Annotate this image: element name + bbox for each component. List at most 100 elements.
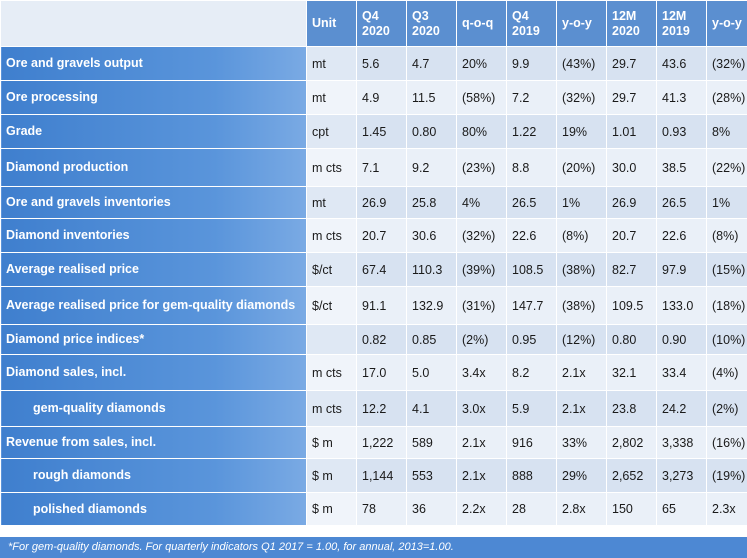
value-cell: 1.22 bbox=[506, 114, 557, 149]
value-cell: (32%) bbox=[456, 218, 507, 253]
value-cell: 91.1 bbox=[356, 286, 407, 325]
column-header: Q4 2019 bbox=[506, 0, 557, 47]
value-cell: 30.6 bbox=[406, 218, 457, 253]
value-cell: 133.0 bbox=[656, 286, 707, 325]
value-cell: 38.5 bbox=[656, 148, 707, 187]
value-cell: (31%) bbox=[456, 286, 507, 325]
value-cell: 2.1x bbox=[456, 426, 507, 459]
value-cell: 9.9 bbox=[506, 46, 557, 81]
row-label: Diamond inventories bbox=[0, 218, 307, 253]
unit-cell: cpt bbox=[306, 114, 357, 149]
table-row: Revenue from sales, incl. $ m 1,222 589 2.1x… bbox=[0, 426, 747, 459]
value-cell: 3,338 bbox=[656, 426, 707, 459]
value-cell: 916 bbox=[506, 426, 557, 459]
value-cell: (12%) bbox=[556, 324, 607, 355]
table-row: Diamond price indices* 0.82 0.85 (2%) 0.95 (1… bbox=[0, 324, 747, 355]
unit-cell: mt bbox=[306, 80, 357, 115]
value-cell: 78 bbox=[356, 492, 407, 526]
row-label: Diamond production bbox=[0, 148, 307, 187]
value-cell: (16%) bbox=[706, 426, 747, 459]
table-row: gem-quality diamonds m cts 12.2 4.1 3.0x 5.9 2… bbox=[0, 390, 747, 427]
row-label: Diamond sales, incl. bbox=[0, 354, 307, 391]
table-row: rough diamonds $ m 1,144 553 2.1x 888 29% 2,652… bbox=[0, 458, 747, 493]
value-cell: 0.95 bbox=[506, 324, 557, 355]
value-cell: 23.8 bbox=[606, 390, 657, 427]
row-label: Grade bbox=[0, 114, 307, 149]
value-cell: (18%) bbox=[706, 286, 747, 325]
value-cell: 43.6 bbox=[656, 46, 707, 81]
value-cell: 132.9 bbox=[406, 286, 457, 325]
value-cell: 82.7 bbox=[606, 252, 657, 287]
column-header: Unit bbox=[306, 0, 357, 47]
table-row: Diamond sales, incl. m cts 17.0 5.0 3.4x 8.2 2… bbox=[0, 354, 747, 391]
value-cell: (2%) bbox=[706, 390, 747, 427]
header-corner-cell bbox=[0, 0, 307, 47]
value-cell: 33.4 bbox=[656, 354, 707, 391]
value-cell: (23%) bbox=[456, 148, 507, 187]
value-cell: (20%) bbox=[556, 148, 607, 187]
row-sublabel: gem-quality diamonds bbox=[0, 390, 307, 427]
value-cell: (8%) bbox=[706, 218, 747, 253]
value-cell: 26.9 bbox=[606, 186, 657, 219]
table-row: Average realised price $/ct 67.4 110.3 (39%)… bbox=[0, 252, 747, 287]
unit-cell: $ m bbox=[306, 426, 357, 459]
value-cell: (19%) bbox=[706, 458, 747, 493]
unit-cell: $ m bbox=[306, 492, 357, 526]
value-cell: 1.45 bbox=[356, 114, 407, 149]
value-cell: 0.80 bbox=[606, 324, 657, 355]
row-label: Ore and gravels inventories bbox=[0, 186, 307, 219]
value-cell: (22%) bbox=[706, 148, 747, 187]
table-row: Diamond inventories m cts 20.7 30.6 (32%) 22.… bbox=[0, 218, 747, 253]
value-cell: 20% bbox=[456, 46, 507, 81]
value-cell: 2.8x bbox=[556, 492, 607, 526]
value-cell: 9.2 bbox=[406, 148, 457, 187]
value-cell: 0.82 bbox=[356, 324, 407, 355]
value-cell: 12.2 bbox=[356, 390, 407, 427]
row-label: Ore processing bbox=[0, 80, 307, 115]
value-cell: 2,802 bbox=[606, 426, 657, 459]
table-row: Grade cpt 1.45 0.80 80% 1.22 19% 1.01 0.93 8% bbox=[0, 114, 747, 149]
unit-cell: mt bbox=[306, 186, 357, 219]
value-cell: 1.01 bbox=[606, 114, 657, 149]
value-cell: 29.7 bbox=[606, 80, 657, 115]
table-row: Ore processing mt 4.9 11.5 (58%) 7.2 (32%) 29.7… bbox=[0, 80, 747, 115]
value-cell: 5.0 bbox=[406, 354, 457, 391]
value-cell: 26.5 bbox=[506, 186, 557, 219]
value-cell: 5.9 bbox=[506, 390, 557, 427]
row-label: Average realised price bbox=[0, 252, 307, 287]
table-row: polished diamonds $ m 78 36 2.2x 28 2.8x 150 65 2… bbox=[0, 492, 747, 526]
row-sublabel: rough diamonds bbox=[0, 458, 307, 493]
value-cell: 109.5 bbox=[606, 286, 657, 325]
value-cell: (38%) bbox=[556, 252, 607, 287]
value-cell: 4.1 bbox=[406, 390, 457, 427]
value-cell: 2,652 bbox=[606, 458, 657, 493]
value-cell: 67.4 bbox=[356, 252, 407, 287]
value-cell: (38%) bbox=[556, 286, 607, 325]
value-cell: 32.1 bbox=[606, 354, 657, 391]
column-header: 12M 2020 bbox=[606, 0, 657, 47]
value-cell: 20.7 bbox=[606, 218, 657, 253]
value-cell: 2.1x bbox=[556, 390, 607, 427]
unit-cell: $/ct bbox=[306, 286, 357, 325]
value-cell: 24.2 bbox=[656, 390, 707, 427]
value-cell: 22.6 bbox=[506, 218, 557, 253]
footnote: *For gem-quality diamonds. For quarterly… bbox=[0, 537, 747, 558]
row-label: Revenue from sales, incl. bbox=[0, 426, 307, 459]
unit-cell: m cts bbox=[306, 218, 357, 253]
row-label: Average realised price for gem-quality d… bbox=[0, 286, 307, 325]
row-sublabel: polished diamonds bbox=[0, 492, 307, 526]
value-cell: 2.3x bbox=[706, 492, 747, 526]
value-cell: 0.90 bbox=[656, 324, 707, 355]
value-cell: 19% bbox=[556, 114, 607, 149]
value-cell: 4% bbox=[456, 186, 507, 219]
value-cell: 17.0 bbox=[356, 354, 407, 391]
column-header: 12M 2019 bbox=[656, 0, 707, 47]
value-cell: 29% bbox=[556, 458, 607, 493]
value-cell: (15%) bbox=[706, 252, 747, 287]
value-cell: 41.3 bbox=[656, 80, 707, 115]
value-cell: 110.3 bbox=[406, 252, 457, 287]
operating-results-table: Unit Q4 2020 Q3 2020 q-o-q Q4 2019 y-o-y 12M 2… bbox=[0, 0, 747, 526]
value-cell: 29.7 bbox=[606, 46, 657, 81]
value-cell: 65 bbox=[656, 492, 707, 526]
value-cell: 147.7 bbox=[506, 286, 557, 325]
